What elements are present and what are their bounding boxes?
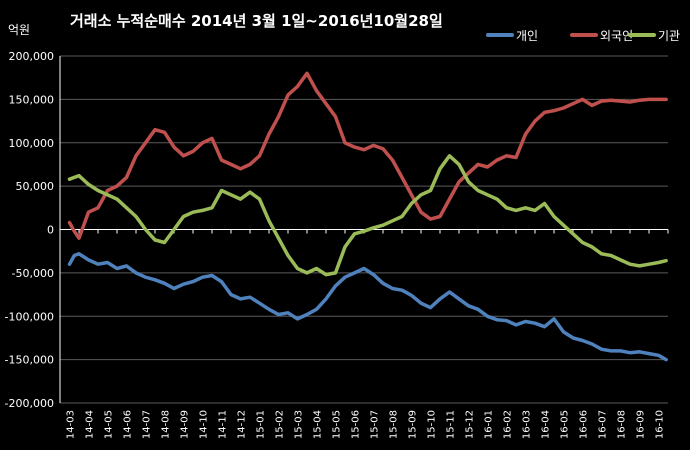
y-tick-label: 0 bbox=[47, 224, 54, 237]
x-tick-label: 14-07 bbox=[142, 410, 153, 439]
x-tick-label: 15-05 bbox=[332, 410, 343, 439]
x-tick-label: 14-10 bbox=[199, 410, 210, 439]
series-line bbox=[67, 154, 668, 277]
x-axis-ticks: 14-03 14-04 14-05 14-06 14-07 14-08 14-09 14-10… bbox=[66, 410, 666, 439]
x-tick-label: 15-02 bbox=[275, 410, 286, 439]
legend: 개인 외국인 기관 bbox=[486, 29, 680, 43]
x-tick-label: 16-05 bbox=[560, 410, 571, 439]
x-tick-label: 16-07 bbox=[598, 410, 609, 439]
x-tick-label: 15-07 bbox=[370, 410, 381, 439]
y-tick-label: 100,000 bbox=[9, 137, 55, 150]
x-tick-label: 15-11 bbox=[446, 410, 457, 439]
x-tick-label: 14-03 bbox=[66, 410, 77, 439]
series-line bbox=[67, 252, 668, 362]
x-tick-label: 16-06 bbox=[579, 410, 590, 439]
y-tick-label: -100,000 bbox=[5, 310, 54, 323]
x-tick-label: 16-10 bbox=[655, 410, 666, 439]
legend-label: 기관 bbox=[658, 29, 680, 43]
x-tick-label: 15-01 bbox=[256, 410, 267, 439]
y-tick-label: -50,000 bbox=[12, 267, 54, 280]
y-tick-label: 200,000 bbox=[9, 50, 55, 63]
legend-label: 개인 bbox=[516, 29, 538, 43]
y-tick-label: 50,000 bbox=[16, 180, 55, 193]
x-tick-label: 16-01 bbox=[484, 410, 495, 439]
x-tick-label: 15-09 bbox=[408, 410, 419, 439]
y-axis-ticks: 200,000 150,000 100,000 50,000 0 -50,000 -100,… bbox=[5, 50, 54, 410]
chart-title: 거래소 누적순매수 2014년 3월 1일~2016년10월28일 bbox=[70, 12, 443, 30]
x-tick-label: 14-08 bbox=[161, 410, 172, 439]
y-tick-label: -150,000 bbox=[5, 354, 54, 367]
x-tick-label: 15-03 bbox=[294, 410, 305, 439]
x-tick-label: 16-03 bbox=[522, 410, 533, 439]
x-tick-label: 14-09 bbox=[180, 410, 191, 439]
x-tick-label: 14-06 bbox=[123, 410, 134, 439]
x-tick-label: 15-06 bbox=[351, 410, 362, 439]
y-axis-unit-label: 억원 bbox=[8, 23, 30, 37]
x-tick-label: 15-04 bbox=[313, 410, 324, 439]
x-tick-label: 16-08 bbox=[617, 410, 628, 439]
x-tick-label: 14-04 bbox=[85, 410, 96, 439]
x-tick-label: 14-11 bbox=[218, 410, 229, 439]
y-tick-label: 150,000 bbox=[9, 93, 55, 106]
series-lines bbox=[67, 71, 668, 362]
x-tick-label: 15-08 bbox=[389, 410, 400, 439]
series-line bbox=[67, 71, 668, 240]
x-tick-label: 16-09 bbox=[636, 410, 647, 439]
x-tick-label: 15-12 bbox=[465, 410, 476, 439]
x-tick-label: 15-10 bbox=[427, 410, 438, 439]
x-tick-label: 14-05 bbox=[104, 410, 115, 439]
y-tick-label: -200,000 bbox=[5, 397, 54, 410]
x-tick-label: 14-12 bbox=[237, 410, 248, 439]
legend-label: 외국인 bbox=[600, 29, 633, 43]
x-tick-label: 16-04 bbox=[541, 410, 552, 439]
x-tick-label: 16-02 bbox=[503, 410, 514, 439]
